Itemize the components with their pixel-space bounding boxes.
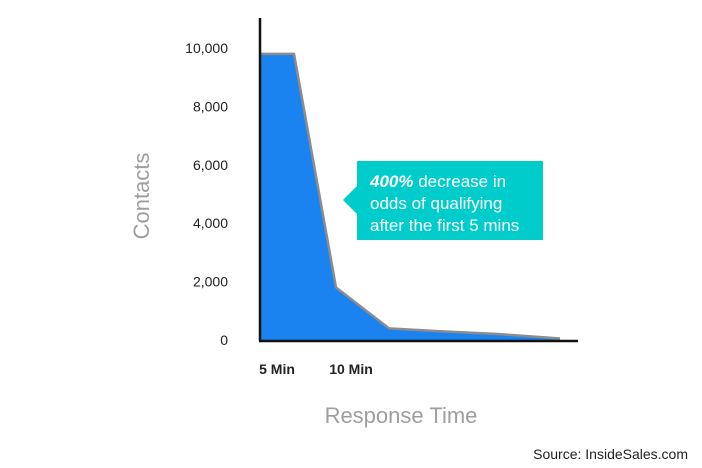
callout-line3: after the first 5 mins: [370, 216, 519, 235]
area-outline: [260, 52, 561, 340]
source-note: Source: InsideSales.com: [533, 446, 688, 462]
y-tick-label: 4,000: [193, 215, 228, 231]
y-axis-title: Contacts: [129, 153, 154, 240]
svg-text:400% decrease in: 400% decrease in: [369, 172, 506, 191]
y-tick-labels: 10,000 8,000 6,000 4,000 2,000 0: [185, 40, 228, 348]
x-tick-label: 5 Min: [259, 361, 295, 377]
y-tick-label: 8,000: [193, 98, 228, 114]
area-series: [260, 52, 561, 341]
y-tick-label: 2,000: [193, 274, 228, 290]
annotation-callout: 400% decrease in odds of qualifying afte…: [343, 161, 543, 240]
x-axis-title: Response Time: [325, 403, 478, 428]
x-tick-label: 10 Min: [329, 361, 373, 377]
area-fill: [260, 53, 560, 341]
callout-highlight: 400%: [369, 172, 413, 191]
y-tick-label: 6,000: [193, 157, 228, 173]
callout-line2: odds of qualifying: [370, 194, 502, 213]
y-tick-label: 0: [220, 332, 228, 348]
callout-box: [343, 161, 543, 240]
callout-line1: decrease in: [413, 172, 506, 191]
x-tick-labels: 5 Min 10 Min: [259, 361, 373, 377]
y-tick-label: 10,000: [185, 40, 228, 56]
